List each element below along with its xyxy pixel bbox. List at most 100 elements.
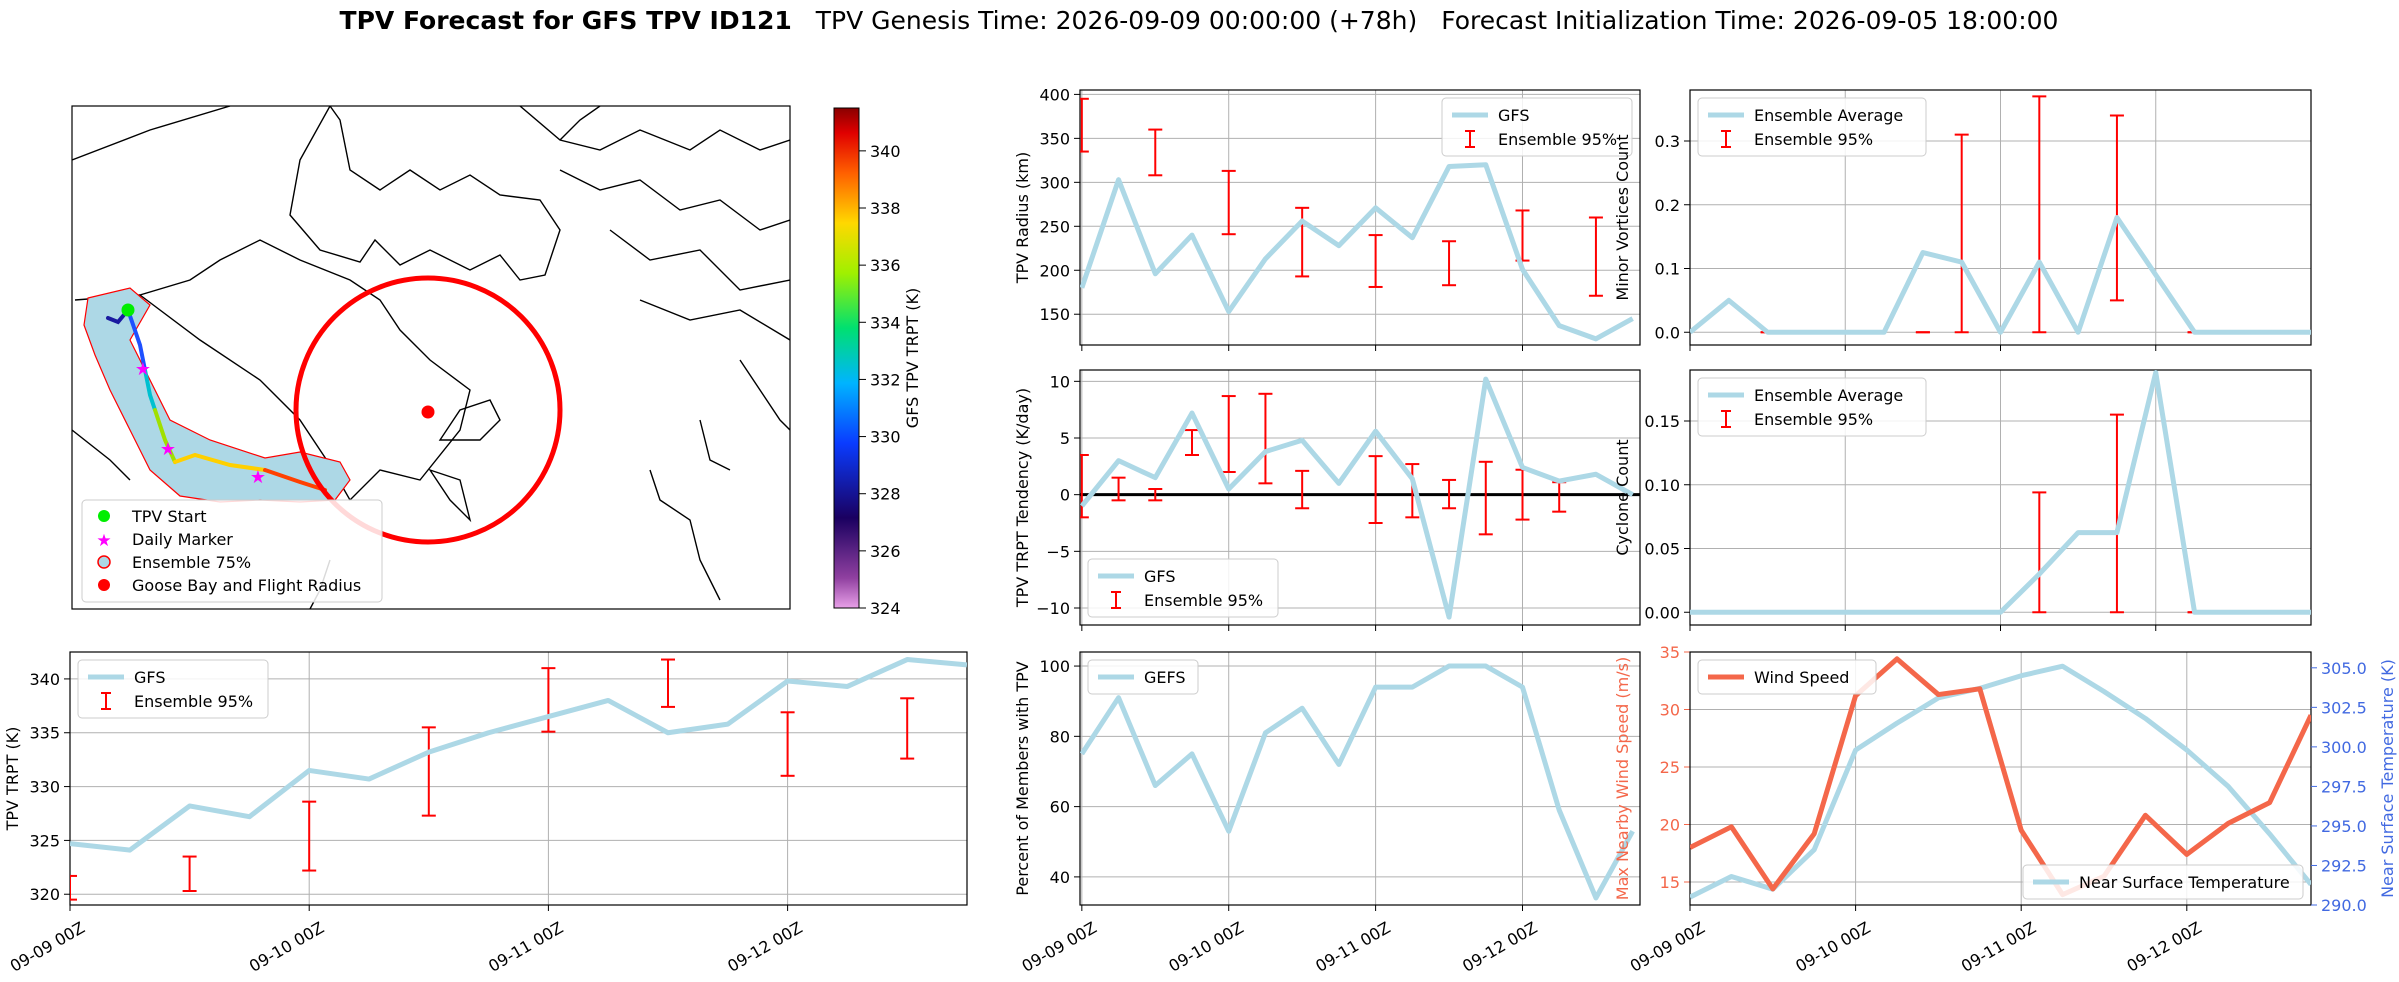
- legend: Ensemble Average Ensemble 95%: [1697, 97, 1927, 157]
- series-line: [70, 657, 967, 853]
- ensemble-error-bar: [302, 800, 317, 872]
- legend-box: [1697, 97, 1927, 157]
- y-tick-label: 150: [1039, 305, 1070, 324]
- x-tick-label: 09-12 00Z: [724, 918, 805, 976]
- series-line: [1690, 370, 2311, 615]
- y2-tick-label: 295.0: [2321, 817, 2367, 836]
- y-tick-label: 20: [1660, 816, 1680, 835]
- legend-label: Ensemble Average: [1754, 386, 1903, 405]
- y-tick-label: 100: [1039, 657, 1070, 676]
- y-tick-label: 340: [29, 670, 60, 689]
- y-tick-label: 0.0: [1655, 323, 1680, 342]
- legend-label: GEFS: [1144, 668, 1186, 687]
- y-tick-label: 350: [1039, 129, 1070, 148]
- ensemble-error-bar: [1221, 169, 1236, 236]
- ensemble-error-bar: [2032, 491, 2047, 614]
- ensemble-error-bar: [1295, 469, 1310, 510]
- y-tick-label: 60: [1050, 798, 1070, 817]
- y2-tick-label: 302.5: [2321, 698, 2367, 717]
- y-tick-label: 10: [1050, 372, 1070, 391]
- y-tick-label: 0.1: [1655, 260, 1680, 279]
- y-tick-label: 330: [29, 778, 60, 797]
- ensemble-error-bar: [1588, 216, 1603, 297]
- ensemble-error-bar: [1368, 455, 1383, 524]
- ensemble-error-bar: [1080, 454, 1089, 519]
- temperature-line: [1690, 663, 2311, 900]
- panel-wind: 09-09 00Z 09-10 00Z 09-11 00Z 09-12 00Z 15 20…: [1613, 643, 2397, 976]
- y-axis-label: Percent of Members with TPV: [1013, 661, 1032, 895]
- x-tick-label: 09-12 00Z: [2124, 918, 2205, 976]
- series-line: [1080, 162, 1634, 342]
- y-tick-label: 0.05: [1644, 540, 1680, 559]
- title-bold: TPV Forecast for GFS TPV ID121: [340, 6, 792, 35]
- y-tick-label: −10: [1036, 599, 1070, 618]
- y-tick-label: 30: [1660, 701, 1680, 720]
- colorbar-tick-label: 326: [870, 542, 901, 561]
- axes-frame: [69, 651, 968, 906]
- legend-label: Ensemble 95%: [134, 692, 253, 711]
- legend: Wind Speed: [1697, 659, 1877, 695]
- plot-area: [1690, 95, 2311, 335]
- y-tick-label: 300: [1039, 173, 1070, 192]
- x-tick-label: 09-10 00Z: [1165, 918, 1246, 976]
- ensemble-error-bar: [1478, 460, 1493, 536]
- y-tick-label: −5: [1046, 542, 1070, 561]
- legend: GFS Ensemble 95%: [1087, 558, 1279, 618]
- y-tick-label: 5: [1060, 429, 1070, 448]
- legend-ensemble-icon: [97, 555, 111, 569]
- daily-marker: ★: [160, 439, 176, 460]
- panel-radius: 150 200 250 300 350 400 TPV Radius (km) GFS Ense…: [1013, 85, 1641, 351]
- daily-marker: ★: [250, 467, 266, 488]
- colorbar-tick-label: 336: [870, 256, 901, 275]
- panel-pct: 09-09 00Z 09-10 00Z 09-11 00Z 09-12 00Z 40 60…: [1013, 651, 1641, 976]
- x-tick-label: 09-09 00Z: [7, 918, 88, 976]
- ensemble-error-bar: [1258, 392, 1273, 485]
- y-tick-label: 80: [1050, 727, 1070, 746]
- legend-box: [1441, 97, 1633, 157]
- title-genesis: TPV Genesis Time: 2026-09-09 00:00:00 (+…: [815, 6, 1417, 35]
- y-tick-label: 400: [1039, 85, 1070, 104]
- colorbar-tick-label: 332: [870, 370, 901, 389]
- ensemble-error-bar: [1405, 463, 1420, 519]
- colorbar-tick-label: 324: [870, 599, 901, 618]
- x-tick-label: 09-09 00Z: [1627, 918, 1708, 976]
- x-tick-label: 09-10 00Z: [246, 918, 327, 976]
- legend-label: Ensemble 75%: [132, 553, 251, 572]
- legend-box: [2022, 864, 2304, 900]
- legend-label: Ensemble Average: [1754, 106, 1903, 125]
- ensemble-error-bar: [780, 711, 795, 777]
- y-tick-label: 0.2: [1655, 196, 1680, 215]
- ensemble-error-bar: [1148, 488, 1163, 502]
- series-line: [1080, 663, 1635, 901]
- legend-label: Ensemble 95%: [1498, 130, 1617, 149]
- legend-label: Goose Bay and Flight Radius: [132, 576, 361, 595]
- y-tick-label: 0.15: [1644, 412, 1680, 431]
- axes-frame: [1689, 89, 2312, 346]
- legend-goose-bay-icon: [98, 579, 110, 591]
- y2-tick-label: 290.0: [2321, 896, 2367, 915]
- panel-cyc: 0.00 0.05 0.10 0.15 Cyclone Count Ensemble Av…: [1613, 369, 2312, 631]
- x-tick-label: 09-10 00Z: [1792, 918, 1873, 976]
- y-tick-label: 200: [1039, 261, 1070, 280]
- map-legend: TPV Start ★ Daily Marker Ensemble 75% Go…: [81, 499, 383, 603]
- legend-label: Ensemble 95%: [1754, 410, 1873, 429]
- legend-box: [1087, 659, 1199, 695]
- series-line: [1690, 656, 2311, 898]
- axes-frame: [1689, 369, 2312, 626]
- legend-box: [1697, 377, 1927, 437]
- ensemble-error-bar: [900, 697, 915, 760]
- ensemble-error-bar: [1442, 240, 1457, 287]
- ensemble-error-bar: [182, 855, 197, 893]
- ensemble-error-bar: [1368, 234, 1383, 288]
- legend: Ensemble Average Ensemble 95%: [1697, 377, 1927, 437]
- flight-radius-circle: [293, 275, 563, 545]
- colorbar: [833, 107, 860, 609]
- plot-area: [1080, 663, 1635, 901]
- y-tick-label: 15: [1660, 873, 1680, 892]
- y-tick-label: 335: [29, 724, 60, 743]
- series-line: [1080, 376, 1634, 620]
- legend-label: Wind Speed: [1754, 668, 1849, 687]
- legend-label: GFS: [134, 668, 165, 687]
- y-tick-label: 0.3: [1655, 132, 1680, 151]
- ensemble-error-bar: [2109, 114, 2124, 302]
